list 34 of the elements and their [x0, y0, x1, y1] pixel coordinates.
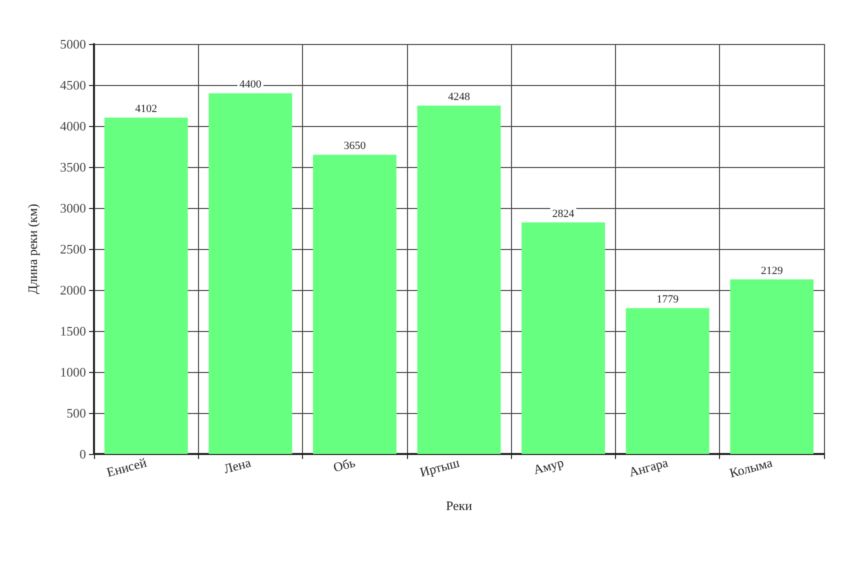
- y-tick-label: 3500: [60, 160, 86, 174]
- data-label: 2129: [760, 264, 784, 277]
- bar: [417, 106, 501, 454]
- bar: [522, 222, 605, 454]
- x-tick-label: Иртыш: [418, 454, 461, 480]
- bar: [313, 154, 396, 454]
- y-tick-label: 4000: [60, 118, 86, 134]
- data-label: 1779: [656, 294, 680, 306]
- y-tick-label: 1000: [60, 364, 86, 380]
- x-tick-label: Амур: [532, 454, 566, 478]
- y-tick-label: 5000: [60, 36, 86, 52]
- data-label: 4248: [448, 91, 470, 104]
- y-tick-label: 4500: [60, 78, 86, 92]
- data-label: 3650: [344, 140, 366, 152]
- x-tick-label: Обь: [332, 454, 357, 475]
- y-tick-label: 0: [80, 446, 86, 462]
- y-tick-label: 500: [66, 406, 86, 420]
- x-tick-label: Енисей: [105, 454, 148, 480]
- x-tick-label: Лена: [222, 454, 253, 476]
- y-tick-label: 2500: [60, 242, 86, 256]
- y-tick-label: 3000: [60, 200, 86, 216]
- bar: [104, 118, 188, 454]
- x-axis-title: Реки: [446, 498, 472, 513]
- y-tick-label: 1500: [60, 324, 86, 338]
- y-axis-title: Длина реки (км): [25, 204, 40, 294]
- data-label: 2824: [552, 208, 575, 220]
- data-label: 4400: [239, 78, 262, 91]
- bar: [730, 279, 814, 454]
- y-tick-label: 2000: [60, 282, 86, 298]
- x-tick-label: Ангара: [627, 454, 670, 480]
- bar: [626, 308, 710, 454]
- x-tick-label: Колыма: [728, 454, 774, 481]
- bar: [208, 93, 292, 454]
- data-label: 4102: [135, 103, 158, 116]
